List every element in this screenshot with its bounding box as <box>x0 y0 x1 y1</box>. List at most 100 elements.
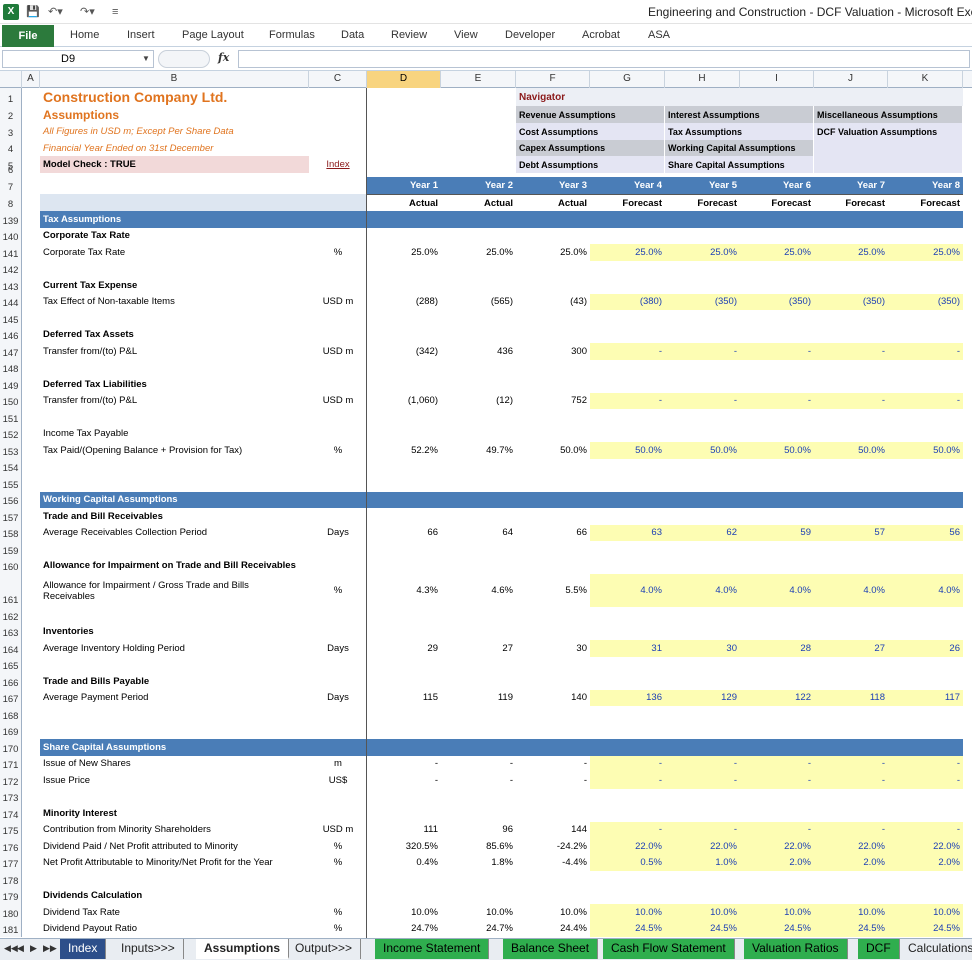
year-label[interactable]: Year 5 <box>709 180 737 191</box>
forecast-input[interactable]: 22.0% <box>710 840 737 852</box>
row-number[interactable]: 146 <box>0 326 22 343</box>
sheet-tab-valuation-ratios[interactable]: Valuation Ratios <box>744 939 848 959</box>
company-title[interactable]: Construction Company Ltd. <box>43 89 228 105</box>
row-number[interactable]: 151 <box>0 409 22 426</box>
unit-cell[interactable]: USD m <box>322 824 354 836</box>
forecast-input[interactable]: (350) <box>788 296 811 308</box>
actual-value[interactable]: 4.3% <box>416 585 438 596</box>
row-label[interactable]: Dividend Tax Rate <box>43 906 120 918</box>
forecast-input[interactable]: 59 <box>800 527 811 539</box>
row-number[interactable]: 173 <box>0 788 22 805</box>
column-header-g[interactable]: G <box>590 71 665 88</box>
actual-value[interactable]: 96 <box>502 824 513 836</box>
unit-cell[interactable]: Days <box>327 642 349 654</box>
row-label[interactable]: Contribution from Minority Shareholders <box>43 824 211 836</box>
forecast-input[interactable]: 26 <box>949 642 960 654</box>
tab-data[interactable]: Data <box>341 29 365 41</box>
next-sheet-icon[interactable]: ▶ <box>30 943 37 953</box>
row-number[interactable]: 161 <box>0 574 22 607</box>
row-number[interactable]: 158 <box>0 524 22 541</box>
row-number[interactable]: 155 <box>0 475 22 492</box>
prev-sheet-icon[interactable]: ◀ <box>17 943 24 953</box>
forecast-input[interactable]: 117 <box>944 692 960 704</box>
forecast-fill[interactable] <box>590 689 963 706</box>
row-number[interactable]: 139 <box>0 211 22 228</box>
forecast-input[interactable]: 25.0% <box>784 246 811 258</box>
row-number[interactable]: 176 <box>0 838 22 855</box>
unit-cell[interactable]: Days <box>327 692 349 704</box>
year-label[interactable]: Year 4 <box>634 180 662 191</box>
forecast-input[interactable]: - <box>733 345 737 357</box>
index-link[interactable]: Index <box>326 159 350 170</box>
row-number[interactable]: 171 <box>0 755 22 772</box>
row-number[interactable]: 169 <box>0 722 22 739</box>
unit-cell[interactable]: % <box>333 585 343 596</box>
year-label[interactable]: Year 2 <box>485 180 513 191</box>
forecast-input[interactable]: 22.0% <box>933 840 960 852</box>
forecast-input[interactable]: 27 <box>874 642 885 654</box>
row-number[interactable]: 167 <box>0 689 22 706</box>
row-number[interactable]: 175 <box>0 821 22 838</box>
forecast-input[interactable]: 22.0% <box>858 840 885 852</box>
tab-acrobat[interactable]: Acrobat <box>582 29 620 41</box>
select-all-corner[interactable] <box>0 71 22 88</box>
row-number[interactable]: 3 <box>0 123 22 140</box>
nav-empty[interactable] <box>814 156 962 173</box>
row-number[interactable]: 6 <box>0 165 22 177</box>
period-label[interactable]: Forecast <box>590 194 665 211</box>
row-label[interactable]: Allowance for Impairment on Trade and Bi… <box>43 560 296 572</box>
actual-value[interactable]: 10.0% <box>486 906 513 918</box>
actual-value[interactable]: 144 <box>571 824 587 836</box>
sheet-tab-output[interactable]: Output>>> <box>287 939 362 959</box>
forecast-input[interactable]: 63 <box>651 527 662 539</box>
actual-value[interactable]: 24.7% <box>411 923 438 935</box>
model-check[interactable]: Model Check : TRUE <box>40 156 309 173</box>
forecast-input[interactable]: - <box>807 824 811 836</box>
row-label[interactable]: Average Payment Period <box>43 692 149 704</box>
row-number[interactable]: 172 <box>0 772 22 789</box>
unit-cell[interactable]: % <box>333 906 343 918</box>
sheet-tab-index[interactable]: Index <box>60 939 107 959</box>
actual-value[interactable]: (565) <box>490 296 513 308</box>
actual-value[interactable]: 24.7% <box>486 923 513 935</box>
row-label[interactable]: Income Tax Payable <box>43 428 129 440</box>
forecast-input[interactable]: 62 <box>726 527 737 539</box>
row-label[interactable]: Average Receivables Collection Period <box>43 527 208 539</box>
row-label[interactable]: Issue Price <box>43 774 90 786</box>
row-label[interactable]: Allowance for Impairment / Gross Trade a… <box>40 574 309 607</box>
actual-value[interactable]: 27 <box>502 642 513 654</box>
row-label[interactable]: Trade and Bills Payable <box>43 675 150 687</box>
forecast-input[interactable]: - <box>658 395 662 407</box>
row-number[interactable]: 177 <box>0 854 22 871</box>
forecast-input[interactable]: - <box>658 774 662 786</box>
actual-value[interactable]: 52.2% <box>411 444 438 456</box>
row-label[interactable]: Deferred Tax Liabilities <box>43 378 147 390</box>
row-number[interactable]: 154 <box>0 458 22 475</box>
forecast-input[interactable]: 50.0% <box>858 444 885 456</box>
forecast-input[interactable]: 25.0% <box>933 246 960 258</box>
actual-value[interactable]: - <box>509 758 513 770</box>
actual-value[interactable]: 85.6% <box>486 840 513 852</box>
row-label[interactable]: Transfer from/(to) P&L <box>43 345 138 357</box>
row-label[interactable]: Inventories <box>43 626 94 638</box>
sheet-tab-calculations[interactable]: Calculations: <box>900 939 972 959</box>
forecast-fill[interactable] <box>590 772 963 789</box>
column-header-e[interactable]: E <box>441 71 516 88</box>
nav-link[interactable]: Share Capital Assumptions <box>665 156 813 173</box>
forecast-input[interactable]: - <box>956 345 960 357</box>
column-header-d[interactable]: D <box>367 71 441 88</box>
forecast-input[interactable]: 31 <box>651 642 662 654</box>
forecast-input[interactable]: 24.5% <box>710 923 737 935</box>
year-label[interactable]: Year 7 <box>857 180 885 191</box>
column-header-h[interactable]: H <box>665 71 740 88</box>
period-label[interactable]: Forecast <box>740 194 814 211</box>
row-label[interactable]: Current Tax Expense <box>43 279 138 291</box>
column-header-b[interactable]: B <box>40 71 309 88</box>
forecast-input[interactable]: 25.0% <box>635 246 662 258</box>
actual-value[interactable]: 10.0% <box>411 906 438 918</box>
sheet-tab-balance-sheet[interactable]: Balance Sheet <box>503 939 599 959</box>
section-band[interactable]: Share Capital Assumptions <box>40 739 963 756</box>
forecast-input[interactable]: (380) <box>639 296 662 308</box>
row-number[interactable]: 168 <box>0 706 22 723</box>
customize-icon[interactable]: ≡ <box>112 6 119 18</box>
